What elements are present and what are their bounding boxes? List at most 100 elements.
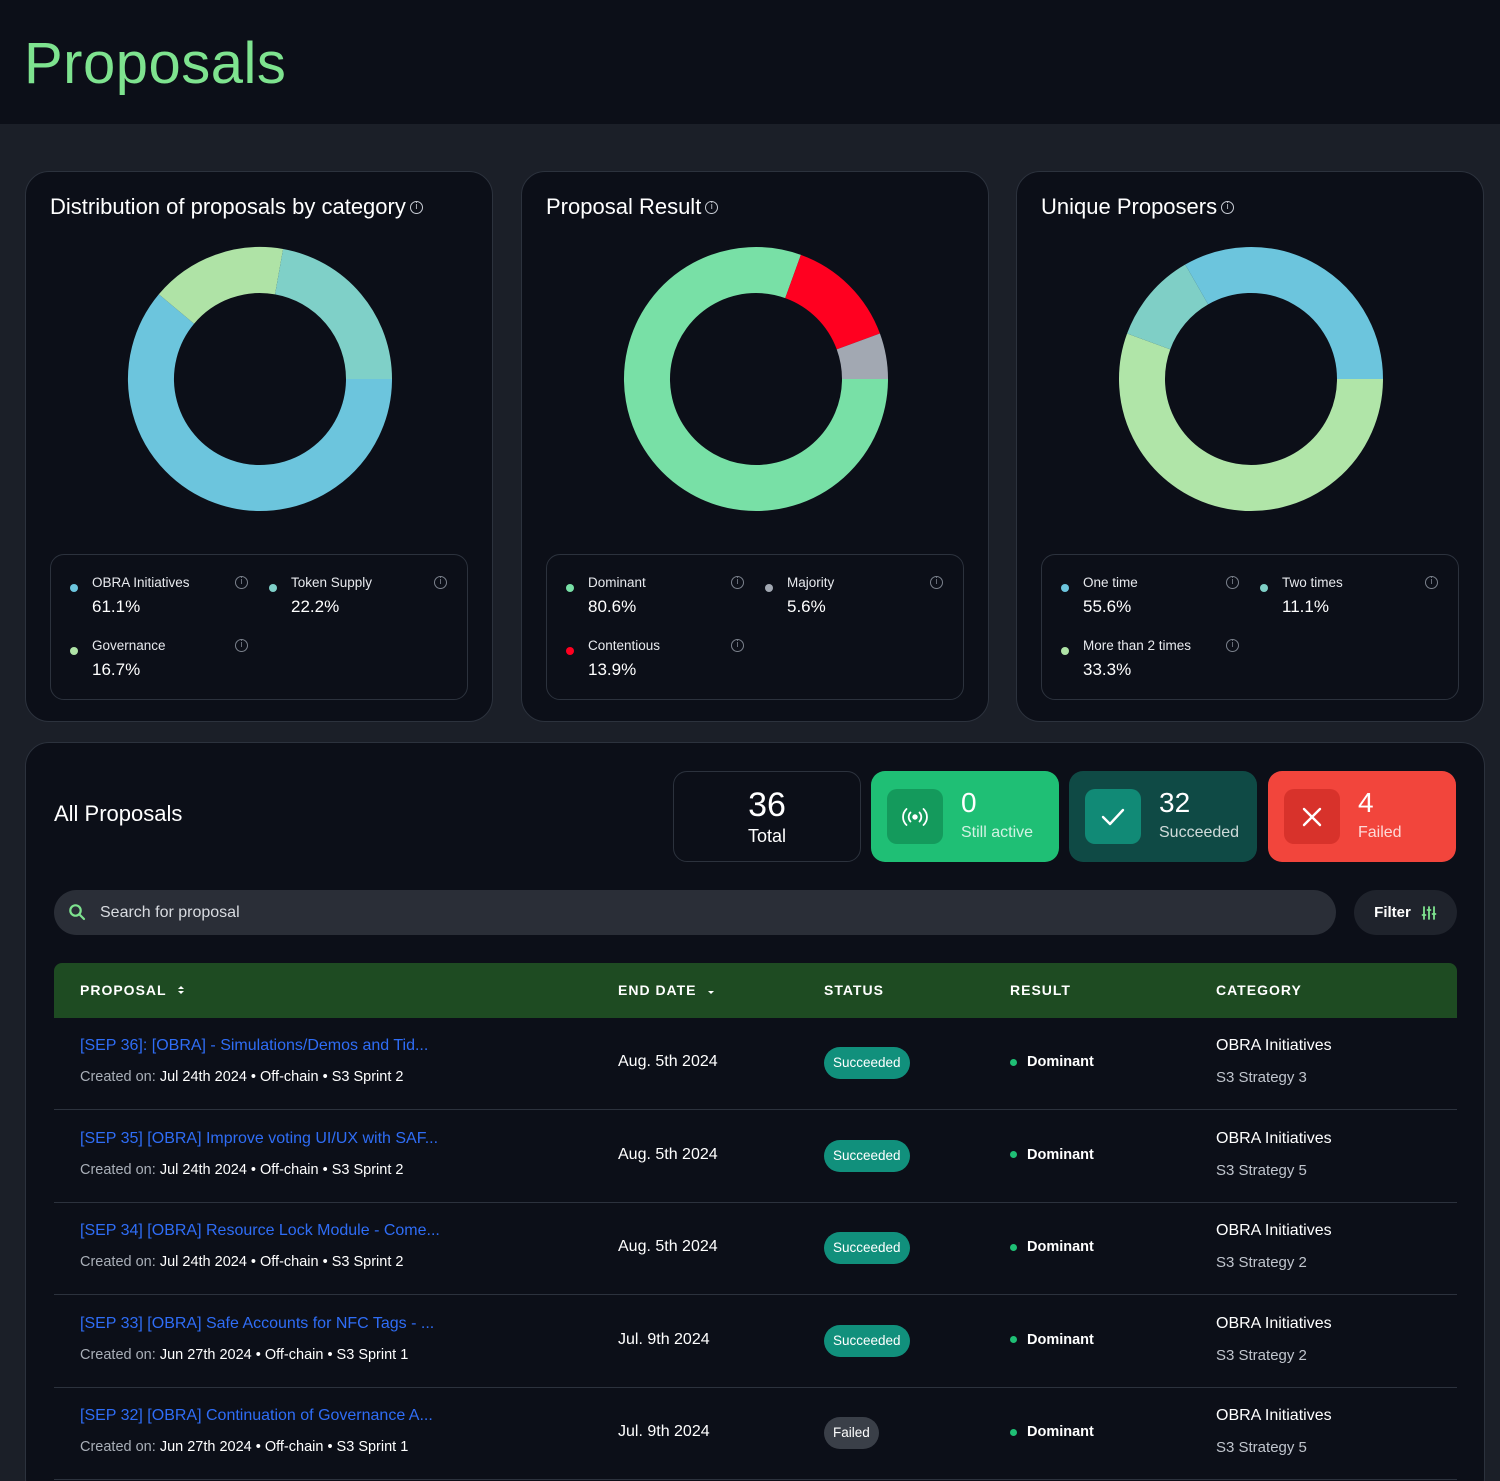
status-badge: Succeeded xyxy=(824,1324,910,1357)
stat-total[interactable]: 36 Total xyxy=(673,771,861,862)
legend-dot xyxy=(70,647,78,655)
end-date: Aug. 5th 2024 xyxy=(618,1238,718,1255)
top-bar: Proposals xyxy=(0,0,1500,124)
page-title: Proposals xyxy=(24,31,287,96)
sort-icon xyxy=(177,986,184,994)
section-title: All Proposals xyxy=(54,801,183,826)
table-header: PROPOSAL END DATE STATUS RESULT CATEGORY xyxy=(54,963,1457,1018)
sort-desc-icon xyxy=(707,991,714,994)
category: OBRA Initiatives xyxy=(1216,1222,1332,1239)
category: OBRA Initiatives xyxy=(1216,1314,1332,1332)
close-icon xyxy=(1284,789,1340,844)
donut-segment-majority[interactable] xyxy=(836,333,888,380)
column-header-category: CATEGORY xyxy=(1216,982,1302,998)
strategy: S3 Strategy 5 xyxy=(1216,1161,1307,1179)
strategy: S3 Strategy 2 xyxy=(1216,1254,1307,1271)
info-icon[interactable]: i xyxy=(235,639,248,652)
table-row[interactable]: [SEP 34] [OBRA] Resource Lock Module - C… xyxy=(54,1203,1457,1295)
search-input[interactable] xyxy=(100,890,1300,935)
stat-label: Still active xyxy=(961,824,1034,841)
unique-proposers-card: Unique Proposers i One time 55.6% i Two … xyxy=(1016,171,1484,722)
info-icon[interactable]: i xyxy=(1425,576,1438,589)
result-dot xyxy=(1010,1336,1017,1343)
column-header-status: STATUS xyxy=(824,982,884,998)
result-dot xyxy=(1010,1058,1017,1066)
result-dot xyxy=(1010,1428,1017,1436)
info-icon[interactable]: i xyxy=(930,576,943,589)
card-title: Proposal Result i xyxy=(546,194,719,220)
filter-button[interactable]: Filter xyxy=(1354,890,1457,935)
info-icon[interactable]: i xyxy=(409,200,423,214)
stat-succeeded[interactable]: 32 Succeeded xyxy=(1069,771,1257,862)
info-icon[interactable]: i xyxy=(434,576,447,589)
status-badge: Succeeded xyxy=(824,1139,910,1172)
stat-label: Total xyxy=(747,826,787,846)
strategy: S3 Strategy 2 xyxy=(1216,1346,1307,1364)
legend-item-governance: Governance 16.7% i xyxy=(70,636,260,688)
column-header-proposal[interactable]: PROPOSAL xyxy=(80,982,185,998)
legend-dot xyxy=(70,584,78,592)
result-donut-chart xyxy=(624,247,888,511)
proposal-meta: Created on: Jun 27th 2024 • Off-chain • … xyxy=(80,1439,409,1455)
proposal-title-link[interactable]: [SEP 32] [OBRA] Continuation of Governan… xyxy=(80,1407,433,1424)
table-row[interactable]: [SEP 33] [OBRA] Safe Accounts for NFC Ta… xyxy=(54,1296,1457,1388)
donut-segment-governance[interactable] xyxy=(158,247,284,325)
info-icon[interactable]: i xyxy=(235,576,248,589)
legend-item-one-time: One time 55.6% i xyxy=(1061,573,1251,625)
search-icon xyxy=(69,904,86,921)
donut-segment-contentious[interactable] xyxy=(784,254,880,351)
status-badge: Succeeded xyxy=(824,1232,910,1264)
table-row[interactable]: [SEP 36]: [OBRA] - Simulations/Demos and… xyxy=(54,1018,1457,1110)
donut-segment-obra-initiatives[interactable] xyxy=(128,294,392,511)
chart-legend: One time 55.6% i Two times 11.1% i More … xyxy=(1041,554,1459,700)
check-icon xyxy=(1085,789,1141,844)
proposal-title-link[interactable]: [SEP 34] [OBRA] Resource Lock Module - C… xyxy=(80,1222,440,1239)
donut-segment-one-time[interactable] xyxy=(1119,333,1383,511)
stat-still-active[interactable]: 0 Still active xyxy=(871,771,1059,862)
table-row[interactable]: [SEP 32] [OBRA] Continuation of Governan… xyxy=(54,1388,1457,1480)
legend-dot xyxy=(765,584,773,592)
proposal-result-card: Proposal Result i Dominant 80.6% i Major… xyxy=(521,171,989,722)
legend-dot xyxy=(566,647,574,655)
proposal-title-link[interactable]: [SEP 36]: [OBRA] - Simulations/Demos and… xyxy=(80,1037,429,1054)
result: Dominant xyxy=(1010,1239,1094,1255)
donut-segment-token-supply[interactable] xyxy=(274,249,392,380)
legend-item-two-times: Two times 11.1% i xyxy=(1260,573,1450,625)
donut-segment-dominant[interactable] xyxy=(624,247,888,511)
info-icon[interactable]: i xyxy=(1221,200,1235,214)
sliders-icon xyxy=(1421,905,1437,920)
end-date: Jul. 9th 2024 xyxy=(618,1423,710,1440)
proposal-meta: Created on: Jul 24th 2024 • Off-chain • … xyxy=(80,1069,404,1085)
proposal-meta: Created on: Jul 24th 2024 • Off-chain • … xyxy=(80,1161,404,1178)
info-icon[interactable]: i xyxy=(731,639,744,652)
legend-item-token-supply: Token Supply 22.2% i xyxy=(269,573,459,625)
info-icon[interactable]: i xyxy=(705,200,719,214)
column-header-result: RESULT xyxy=(1010,982,1071,998)
status-badge: Succeeded xyxy=(824,1047,910,1079)
proposal-title-link[interactable]: [SEP 35] [OBRA] Improve voting UI/UX wit… xyxy=(80,1129,439,1147)
legend-item-obra-initiatives: OBRA Initiatives 61.1% i xyxy=(70,573,260,625)
donut-segment-two-times[interactable] xyxy=(1127,264,1209,351)
chart-legend: Dominant 80.6% i Majority 5.6% i Content… xyxy=(546,554,964,700)
end-date: Aug. 5th 2024 xyxy=(618,1145,718,1163)
strategy: S3 Strategy 5 xyxy=(1216,1439,1307,1456)
end-date: Jul. 9th 2024 xyxy=(618,1330,710,1348)
chart-legend: OBRA Initiatives 61.1% i Token Supply 22… xyxy=(50,554,468,700)
info-icon[interactable]: i xyxy=(731,576,744,589)
info-icon[interactable]: i xyxy=(1226,576,1239,589)
broadcast-icon xyxy=(887,789,943,844)
column-header-end-date[interactable]: END DATE xyxy=(618,982,715,998)
proposal-title-link[interactable]: [SEP 33] [OBRA] Safe Accounts for NFC Ta… xyxy=(80,1314,435,1332)
table-row[interactable]: [SEP 35] [OBRA] Improve voting UI/UX wit… xyxy=(54,1111,1457,1203)
donut-segment-more-than-2-times[interactable] xyxy=(1185,247,1383,380)
category: OBRA Initiatives xyxy=(1216,1037,1332,1054)
strategy: S3 Strategy 3 xyxy=(1216,1069,1307,1086)
category-distribution-card: Distribution of proposals by category i … xyxy=(25,171,493,722)
legend-item-more-than-2-times: More than 2 times 33.3% i xyxy=(1061,636,1251,688)
stat-value: 32 xyxy=(1159,787,1191,818)
info-icon[interactable]: i xyxy=(1226,639,1239,652)
result: Dominant xyxy=(1010,1424,1094,1440)
stat-failed[interactable]: 4 Failed xyxy=(1268,771,1456,862)
category-donut-chart xyxy=(128,247,392,511)
stat-value: 4 xyxy=(1358,787,1374,818)
